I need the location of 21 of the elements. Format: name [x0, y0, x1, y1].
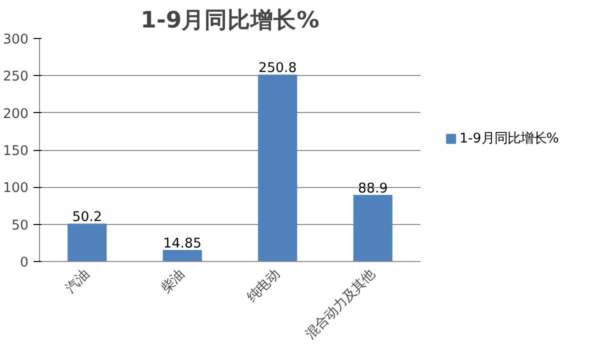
x-tick-label: 纯电动: [244, 267, 283, 306]
y-tick-label: 0: [20, 256, 29, 270]
x-tick-label: 柴油: [158, 267, 188, 296]
x-tick-label: 混合动力及其他: [303, 267, 378, 342]
bar: [162, 250, 202, 262]
y-tick-label: 100: [3, 181, 29, 196]
bar: [258, 74, 298, 262]
data-label: 14.85: [163, 236, 202, 252]
data-label: 50.2: [72, 210, 102, 226]
y-tick-label: 200: [3, 106, 29, 122]
y-tick-label: 300: [3, 32, 29, 48]
bar: [68, 224, 107, 262]
bar: [353, 194, 392, 262]
y-tick-label: 250: [3, 70, 29, 85]
x-tick-label: 汽油: [63, 267, 92, 296]
y-tick-label: 150: [3, 144, 29, 159]
legend-label: 1-9月同比增长%: [460, 131, 559, 146]
chart-title: 1-9月同比增长%: [140, 8, 320, 34]
data-label: 250.8: [258, 61, 297, 76]
y-tick-label: 50: [12, 218, 29, 234]
data-label: 88.9: [358, 181, 388, 196]
